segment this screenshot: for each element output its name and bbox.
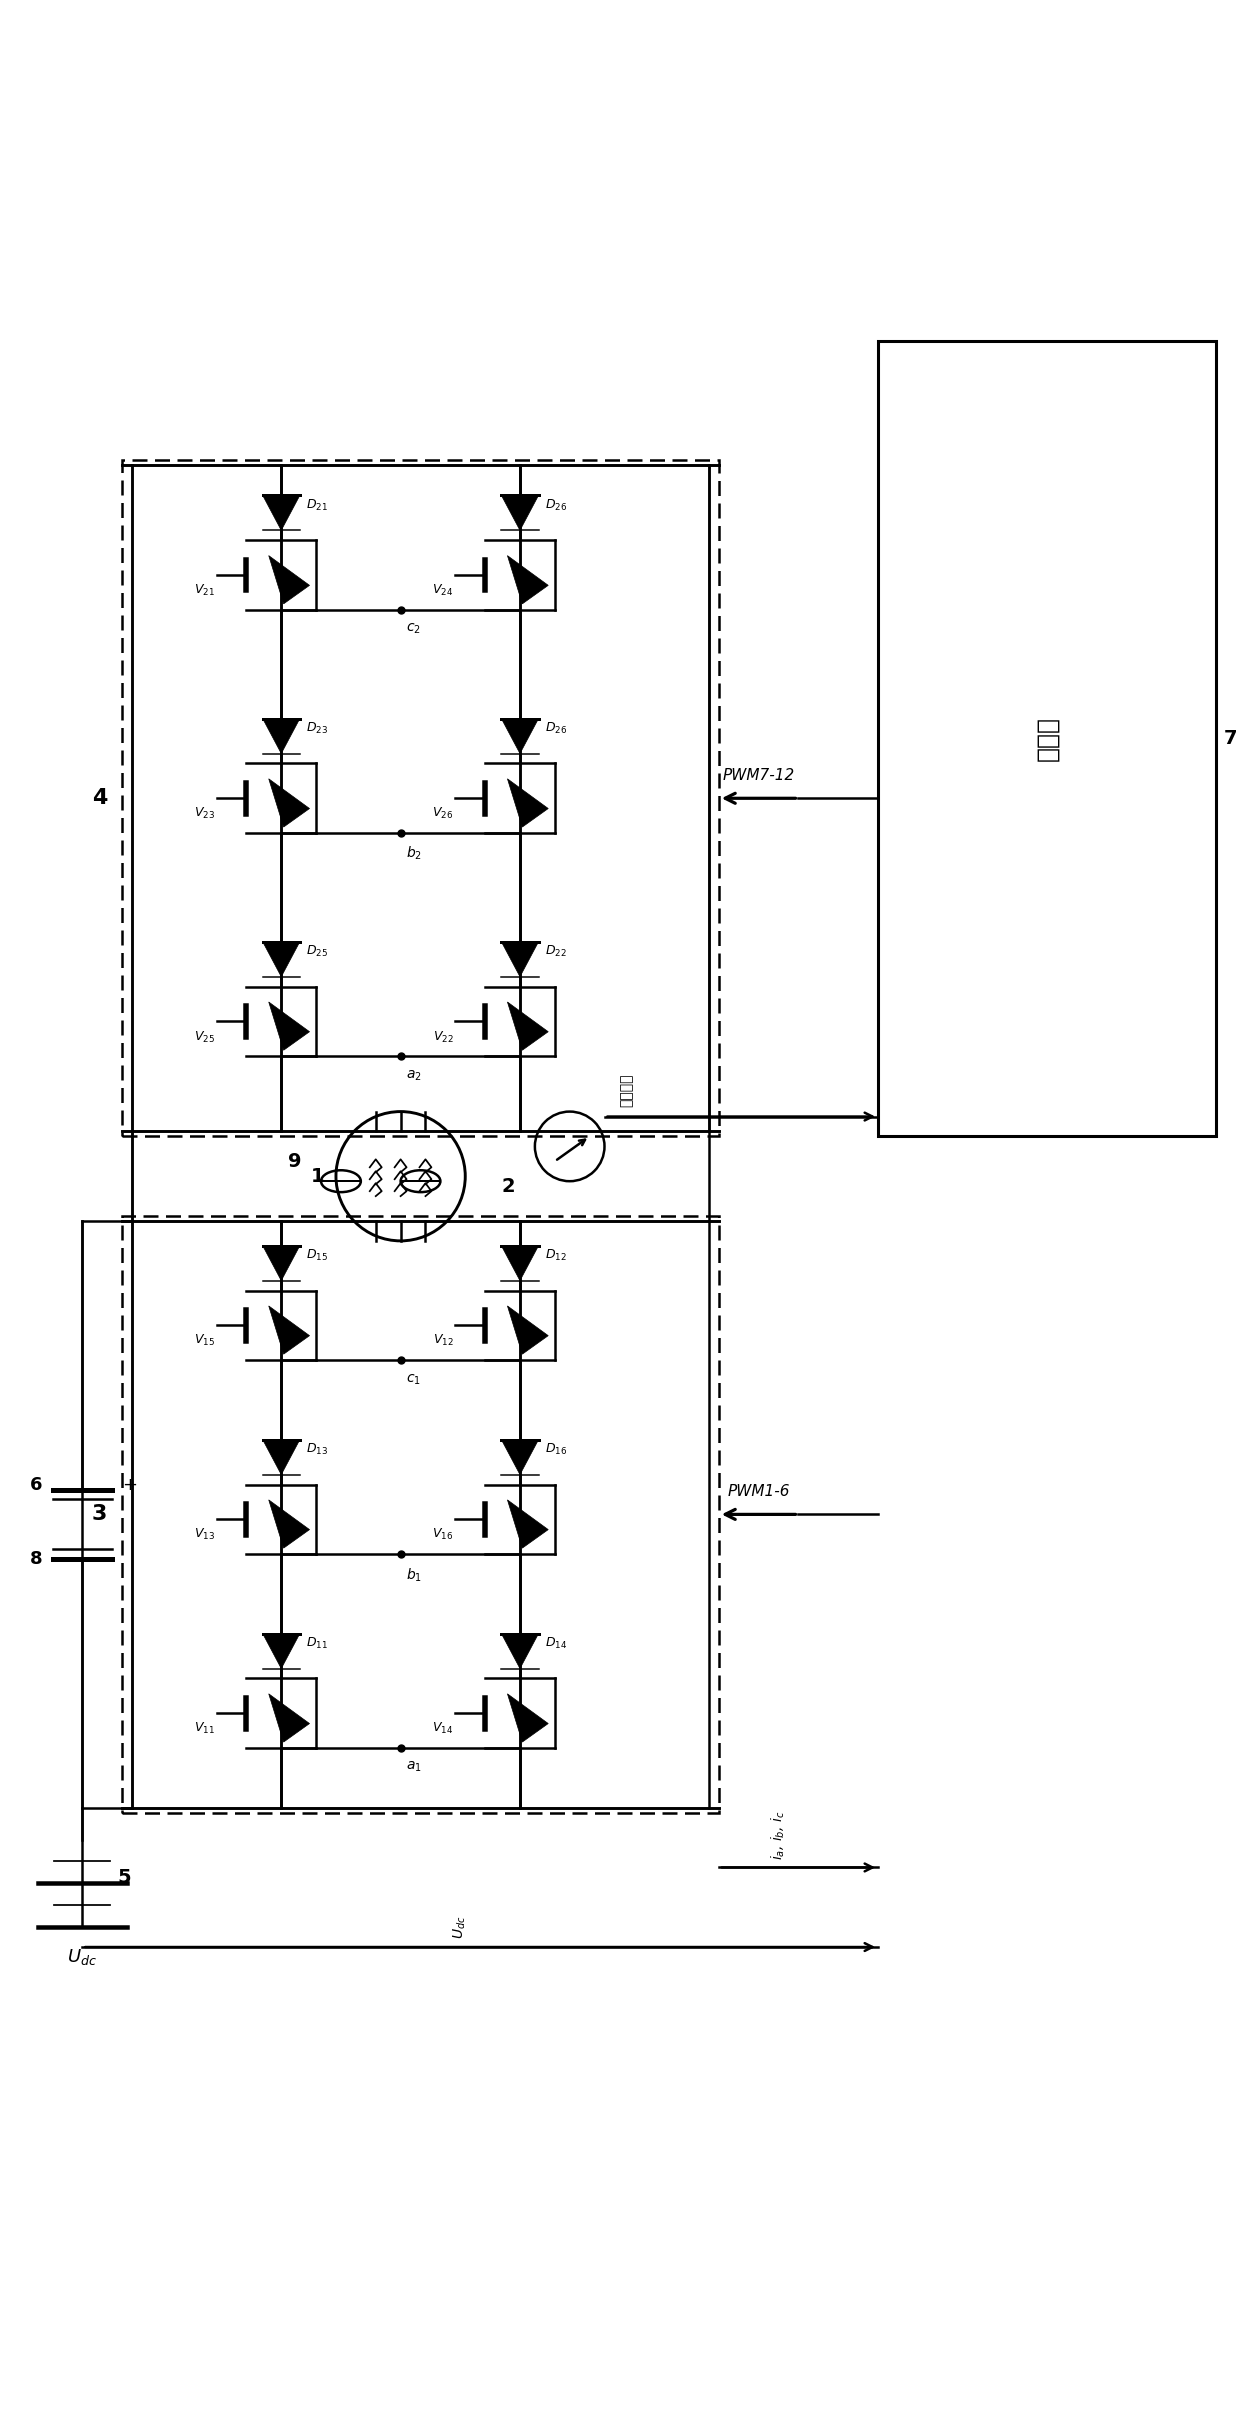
Text: 位置信号: 位置信号: [620, 1074, 634, 1106]
Polygon shape: [263, 1245, 300, 1281]
Polygon shape: [269, 555, 310, 604]
Polygon shape: [507, 1306, 548, 1354]
Polygon shape: [263, 943, 300, 977]
Text: $V_{24}$: $V_{24}$: [433, 582, 454, 599]
Text: PWM7-12: PWM7-12: [723, 767, 795, 784]
Text: $c_1$: $c_1$: [405, 1371, 420, 1386]
Text: $i_a$, $i_b$, $i_c$: $i_a$, $i_b$, $i_c$: [770, 1810, 787, 1859]
Text: $U_{dc}$: $U_{dc}$: [453, 1915, 469, 1939]
Polygon shape: [269, 1001, 310, 1050]
Text: $D_{16}$: $D_{16}$: [544, 1442, 567, 1457]
Text: $D_{23}$: $D_{23}$: [306, 721, 329, 736]
Polygon shape: [507, 555, 548, 604]
Text: $D_{22}$: $D_{22}$: [544, 945, 567, 960]
Text: $V_{22}$: $V_{22}$: [433, 1030, 454, 1045]
Polygon shape: [507, 1501, 548, 1549]
Text: 7: 7: [1224, 728, 1238, 748]
Polygon shape: [501, 1245, 538, 1281]
Text: $a_1$: $a_1$: [405, 1761, 422, 1773]
Text: $D_{11}$: $D_{11}$: [306, 1637, 329, 1652]
Text: 控制器: 控制器: [1035, 716, 1059, 760]
Text: 5: 5: [117, 1868, 130, 1888]
Text: $V_{26}$: $V_{26}$: [433, 806, 454, 821]
Polygon shape: [269, 1693, 310, 1742]
Polygon shape: [501, 943, 538, 977]
Polygon shape: [501, 1440, 538, 1474]
Polygon shape: [263, 719, 300, 753]
Text: $D_{13}$: $D_{13}$: [306, 1442, 329, 1457]
Text: $V_{12}$: $V_{12}$: [433, 1332, 454, 1350]
Text: $D_{21}$: $D_{21}$: [306, 497, 329, 514]
Text: $b_1$: $b_1$: [405, 1566, 422, 1583]
Polygon shape: [501, 1635, 538, 1669]
Text: 3: 3: [92, 1505, 107, 1525]
Polygon shape: [269, 1501, 310, 1549]
Text: $U_{dc}$: $U_{dc}$: [67, 1946, 97, 1966]
Polygon shape: [501, 719, 538, 753]
Text: +: +: [122, 1476, 138, 1493]
Polygon shape: [263, 1635, 300, 1669]
Text: $c_2$: $c_2$: [405, 621, 420, 636]
Polygon shape: [263, 1440, 300, 1474]
Polygon shape: [507, 780, 548, 828]
Polygon shape: [269, 780, 310, 828]
Text: $V_{23}$: $V_{23}$: [193, 806, 215, 821]
Text: $D_{26}$: $D_{26}$: [544, 721, 567, 736]
Text: $V_{25}$: $V_{25}$: [193, 1030, 215, 1045]
Text: $D_{26}$: $D_{26}$: [544, 497, 567, 514]
Text: 4: 4: [92, 789, 107, 809]
Text: $a_2$: $a_2$: [405, 1069, 422, 1082]
Text: 6: 6: [30, 1476, 42, 1493]
Text: 2: 2: [501, 1177, 515, 1196]
Text: $D_{25}$: $D_{25}$: [306, 945, 329, 960]
Text: $D_{12}$: $D_{12}$: [544, 1247, 567, 1264]
Polygon shape: [507, 1693, 548, 1742]
Text: PWM1-6: PWM1-6: [728, 1484, 790, 1501]
Text: $b_2$: $b_2$: [405, 845, 422, 862]
Polygon shape: [501, 495, 538, 531]
Text: 9: 9: [288, 1152, 301, 1172]
Text: $D_{14}$: $D_{14}$: [544, 1637, 567, 1652]
Text: $D_{15}$: $D_{15}$: [306, 1247, 329, 1264]
Text: $V_{15}$: $V_{15}$: [193, 1332, 215, 1350]
Polygon shape: [507, 1001, 548, 1050]
Text: $V_{21}$: $V_{21}$: [193, 582, 215, 599]
Text: 8: 8: [30, 1549, 42, 1569]
Text: $V_{16}$: $V_{16}$: [433, 1527, 454, 1542]
Polygon shape: [263, 495, 300, 531]
Text: 1: 1: [310, 1167, 324, 1186]
Text: $V_{11}$: $V_{11}$: [193, 1722, 215, 1737]
Text: $V_{14}$: $V_{14}$: [433, 1722, 454, 1737]
Polygon shape: [269, 1306, 310, 1354]
Text: $V_{13}$: $V_{13}$: [193, 1527, 215, 1542]
